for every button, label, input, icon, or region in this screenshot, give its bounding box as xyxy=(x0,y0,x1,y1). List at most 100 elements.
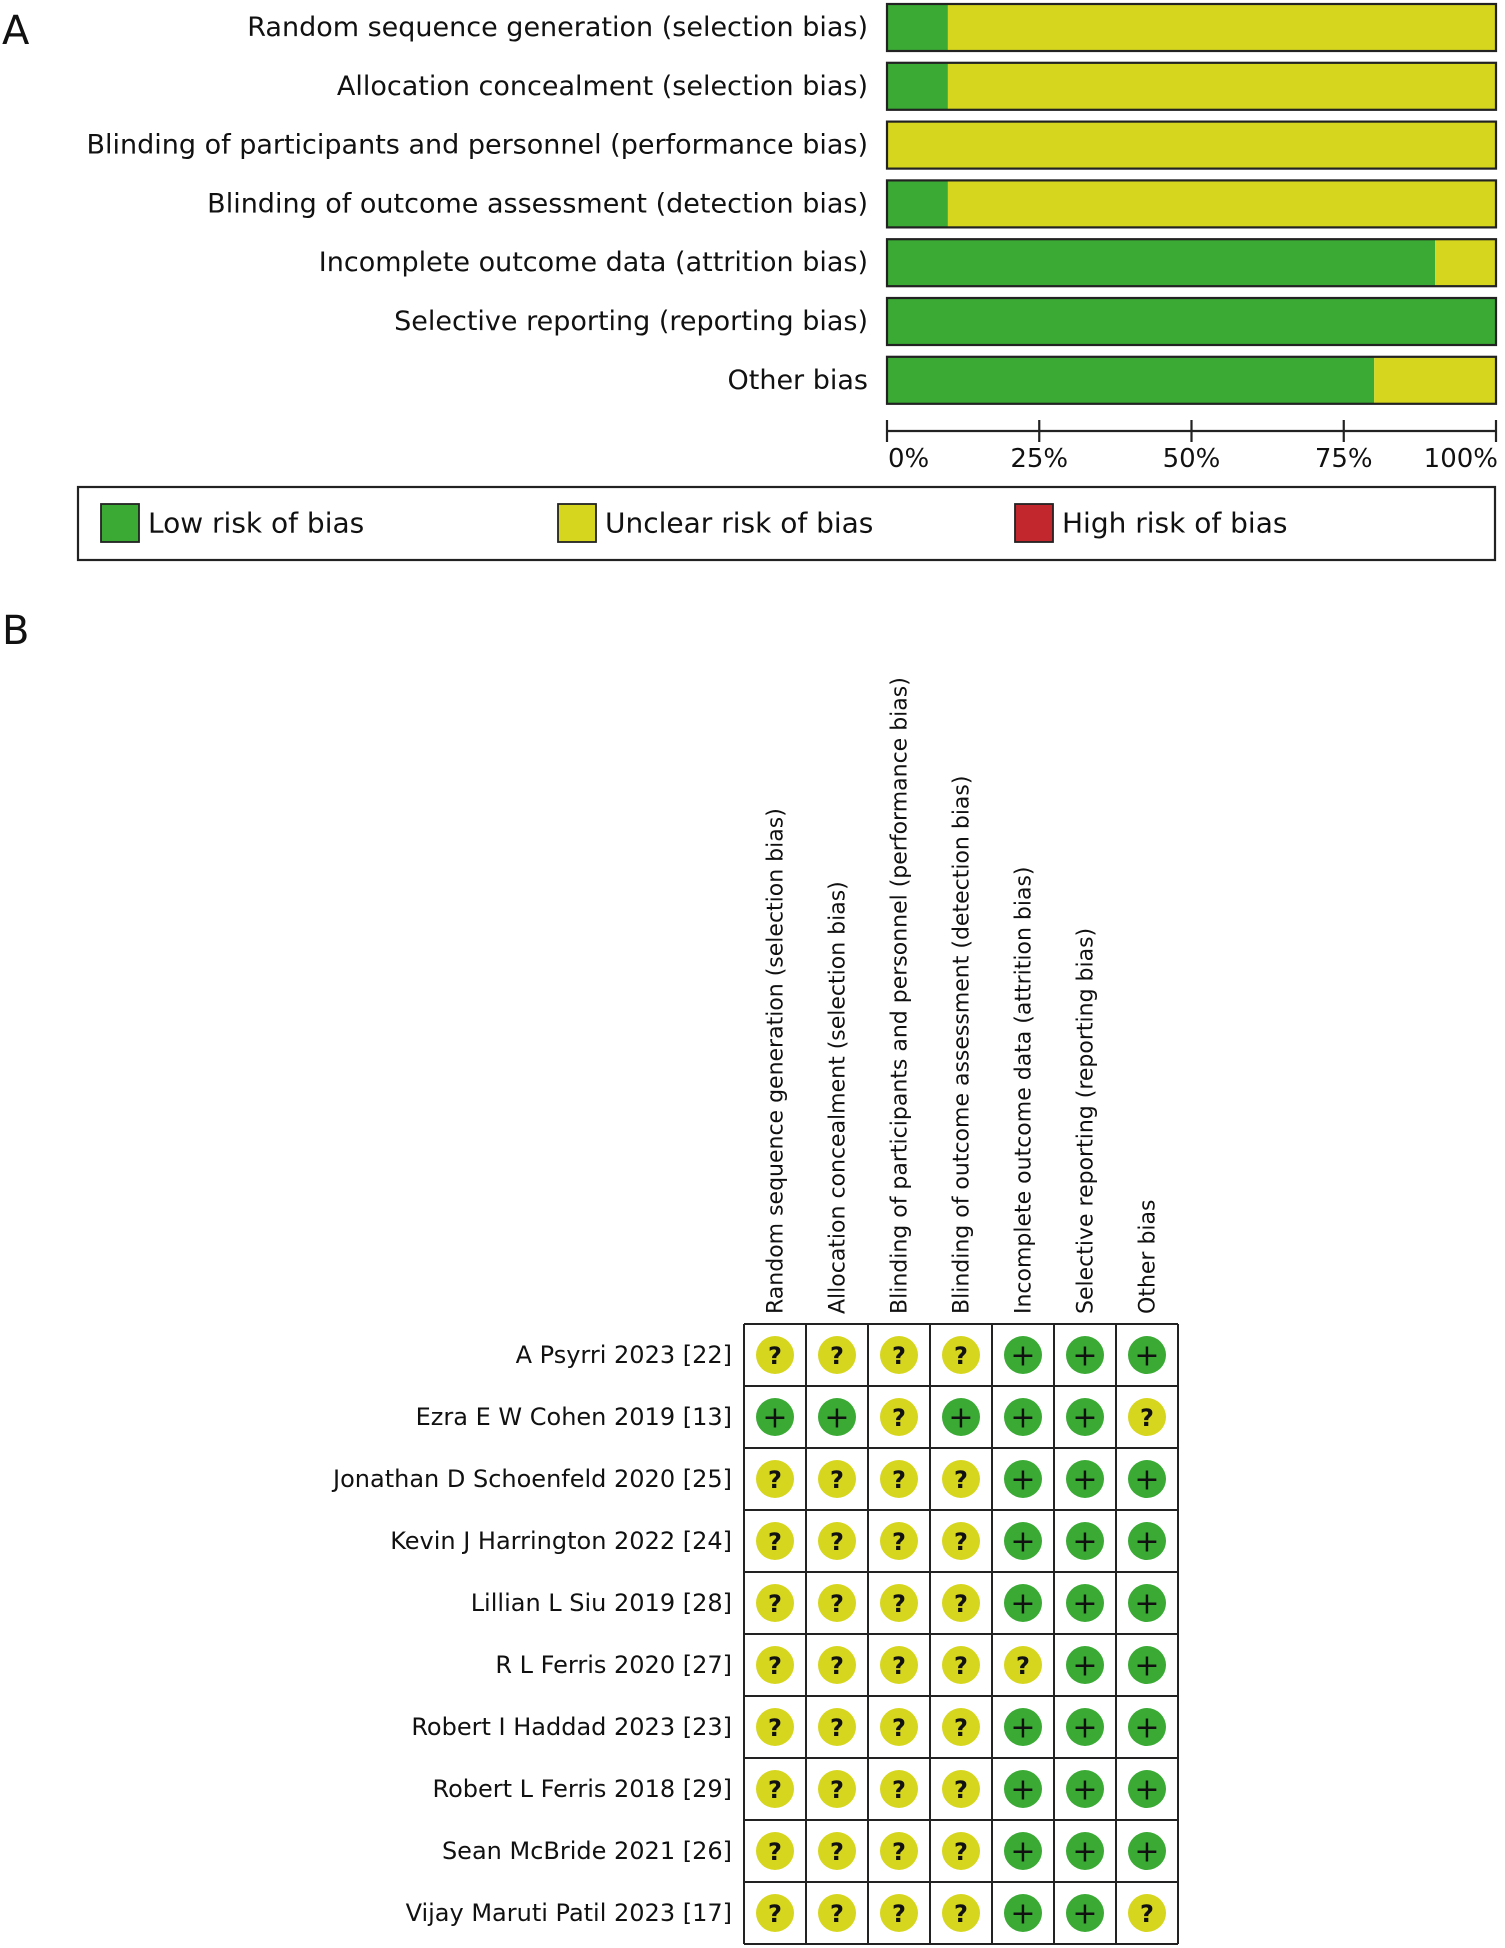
domain-label: Other bias xyxy=(728,365,869,396)
rating-dot-unclear xyxy=(756,1584,794,1622)
rating-dot-unclear xyxy=(942,1584,980,1622)
study-label: Vijay Maruti Patil 2023 [17] xyxy=(406,1899,732,1927)
study-label: Ezra E W Cohen 2019 [13] xyxy=(416,1403,732,1431)
legend-label-unclear: Unclear risk of bias xyxy=(605,507,873,540)
study-label: Sean McBride 2021 [26] xyxy=(442,1837,732,1865)
legend-swatch-high xyxy=(1014,503,1054,543)
rating-symbol-unclear: ? xyxy=(892,1590,906,1618)
rating-dot-low xyxy=(1004,1708,1042,1746)
study-label: Robert L Ferris 2018 [29] xyxy=(432,1775,732,1803)
rating-symbol-low: + xyxy=(1010,1525,1035,1560)
rating-dot-low xyxy=(1004,1832,1042,1870)
rating-symbol-low: + xyxy=(1072,1711,1097,1746)
study-label: R L Ferris 2020 [27] xyxy=(495,1651,732,1679)
column-header: Selective reporting (reporting bias) xyxy=(1074,928,1099,1314)
rating-symbol-low: + xyxy=(1134,1463,1159,1498)
rating-symbol-unclear: ? xyxy=(830,1528,844,1556)
rating-dot-unclear xyxy=(880,1894,918,1932)
domain-label: Blinding of outcome assessment (detectio… xyxy=(207,188,868,219)
rating-dot-low xyxy=(1128,1584,1166,1622)
rating-symbol-unclear: ? xyxy=(892,1404,906,1432)
rating-dot-low xyxy=(1128,1832,1166,1870)
legend-label-low: Low risk of bias xyxy=(148,507,364,540)
bar-frame xyxy=(885,2,1498,53)
rating-symbol-low: + xyxy=(1072,1401,1097,1436)
bar-segment-low xyxy=(887,239,1436,287)
rating-symbol-unclear: ? xyxy=(768,1528,782,1556)
rating-dot-low xyxy=(1004,1398,1042,1436)
rating-dot-unclear xyxy=(942,1336,980,1374)
rating-dot-unclear xyxy=(818,1832,856,1870)
rating-symbol-low: + xyxy=(1072,1897,1097,1932)
bar-frame xyxy=(885,355,1498,405)
rating-symbol-unclear: ? xyxy=(954,1838,968,1866)
rating-dot-low xyxy=(1066,1832,1104,1870)
x-tick-label: 0% xyxy=(888,444,929,474)
column-header: Random sequence generation (selection bi… xyxy=(764,808,789,1314)
rating-symbol-unclear: ? xyxy=(768,1342,782,1370)
rating-dot-low xyxy=(1066,1770,1104,1808)
panel-label-b: B xyxy=(2,608,29,654)
bar-segment-unclear xyxy=(1435,239,1496,287)
rating-symbol-low: + xyxy=(1134,1711,1159,1746)
rating-symbol-unclear: ? xyxy=(892,1776,906,1804)
rating-dot-unclear xyxy=(756,1708,794,1746)
rating-symbol-unclear: ? xyxy=(954,1528,968,1556)
bar-segment-unclear xyxy=(947,62,1496,110)
rating-symbol-low: + xyxy=(1134,1339,1159,1374)
bar-segment-low xyxy=(887,180,948,228)
rating-dot-unclear xyxy=(880,1460,918,1498)
rating-dot-low xyxy=(1004,1894,1042,1932)
rating-symbol-unclear: ? xyxy=(830,1652,844,1680)
rating-symbol-low: + xyxy=(1134,1587,1159,1622)
bar-frame xyxy=(885,61,1498,111)
x-tick-label: 75% xyxy=(1315,444,1373,474)
rating-dot-unclear xyxy=(818,1770,856,1808)
study-label: Jonathan D Schoenfeld 2020 [25] xyxy=(331,1465,732,1493)
rating-dot-low xyxy=(1004,1460,1042,1498)
study-label: Robert I Haddad 2023 [23] xyxy=(411,1713,732,1741)
rating-symbol-unclear: ? xyxy=(830,1466,844,1494)
rating-symbol-unclear: ? xyxy=(830,1776,844,1804)
rating-symbol-low: + xyxy=(1010,1587,1035,1622)
rating-symbol-unclear: ? xyxy=(892,1528,906,1556)
panel-label-a: A xyxy=(2,8,30,54)
rating-symbol-unclear: ? xyxy=(830,1900,844,1928)
study-label: A Psyrri 2023 [22] xyxy=(516,1341,732,1369)
bar-segment-unclear xyxy=(887,121,1496,169)
bar-frame xyxy=(885,179,1498,229)
rating-symbol-low: + xyxy=(824,1401,849,1436)
rating-dot-low xyxy=(1066,1522,1104,1560)
rating-symbol-low: + xyxy=(1072,1463,1097,1498)
rating-dot-unclear xyxy=(942,1894,980,1932)
rating-symbol-unclear: ? xyxy=(892,1342,906,1370)
rating-symbol-unclear: ? xyxy=(954,1590,968,1618)
bar-segment-low xyxy=(887,4,948,51)
bar-segment-unclear xyxy=(947,180,1496,228)
rating-dot-low xyxy=(756,1398,794,1436)
legend-label-high: High risk of bias xyxy=(1062,507,1287,540)
rating-symbol-unclear: ? xyxy=(768,1652,782,1680)
rating-dot-low xyxy=(1066,1398,1104,1436)
rating-symbol-unclear: ? xyxy=(954,1900,968,1928)
rating-symbol-low: + xyxy=(1010,1339,1035,1374)
rating-symbol-low: + xyxy=(1010,1835,1035,1870)
bar-segment-low xyxy=(887,298,1496,345)
rating-symbol-unclear: ? xyxy=(768,1590,782,1618)
rating-dot-unclear xyxy=(818,1894,856,1932)
x-tick-label: 25% xyxy=(1010,444,1068,474)
rating-dot-low xyxy=(1128,1522,1166,1560)
rating-symbol-low: + xyxy=(1072,1649,1097,1684)
rating-dot-unclear xyxy=(1128,1894,1166,1932)
rating-dot-unclear xyxy=(880,1832,918,1870)
rating-symbol-unclear: ? xyxy=(954,1342,968,1370)
domain-label: Random sequence generation (selection bi… xyxy=(247,12,868,43)
rating-symbol-low: + xyxy=(762,1401,787,1436)
rating-symbol-low: + xyxy=(1072,1587,1097,1622)
rating-symbol-low: + xyxy=(1010,1773,1035,1808)
rating-dot-unclear xyxy=(942,1770,980,1808)
x-tick-label: 50% xyxy=(1163,444,1221,474)
bar-frame xyxy=(885,296,1498,347)
rating-symbol-low: + xyxy=(1134,1835,1159,1870)
